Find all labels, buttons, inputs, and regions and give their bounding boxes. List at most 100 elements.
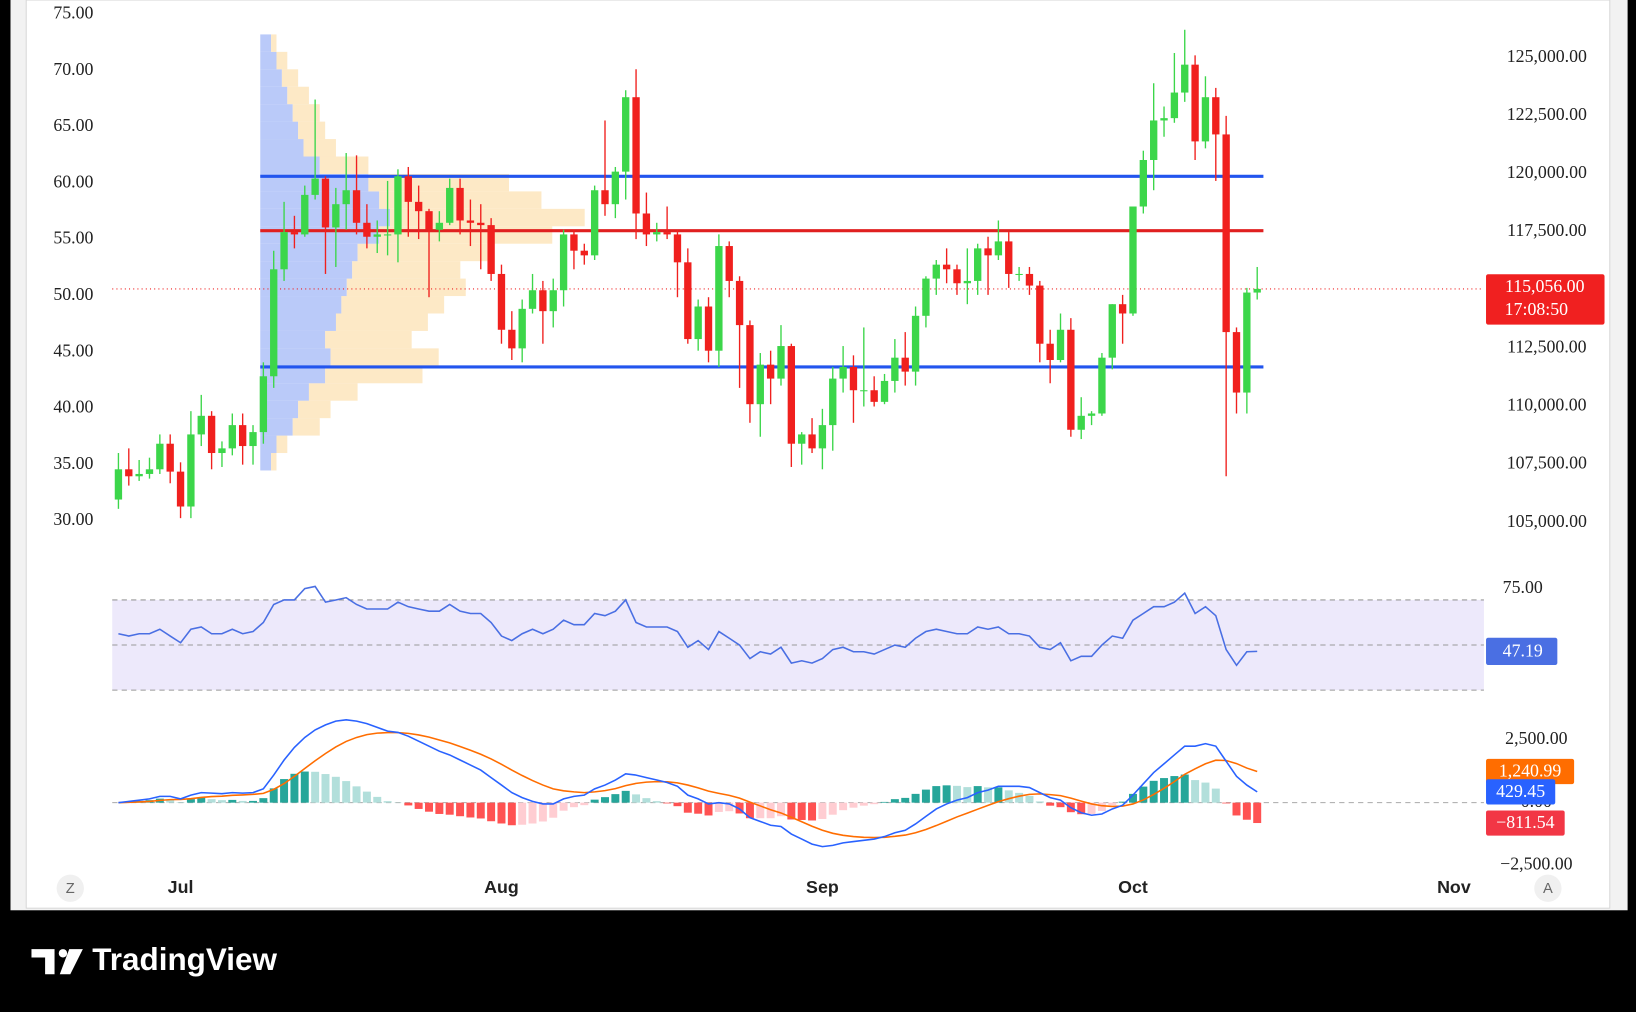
candle-body	[352, 190, 361, 223]
candle-body	[622, 97, 630, 172]
macd-histogram-bar	[777, 802, 785, 817]
candle-body	[414, 201, 423, 212]
profile-down	[276, 51, 288, 70]
macd-histogram-bar	[549, 802, 558, 818]
macd-histogram-bar	[704, 802, 713, 816]
profile-down	[330, 348, 439, 366]
macd-histogram-bar	[580, 802, 589, 806]
macd-histogram-bar	[1108, 802, 1117, 806]
candle-body	[332, 204, 340, 228]
profile-down	[287, 86, 309, 105]
macd-histogram-bar	[849, 802, 858, 808]
signal-value-label: 1,240.99	[1499, 761, 1561, 781]
candle-body	[601, 190, 609, 205]
x-tick-label: Nov	[1437, 877, 1471, 897]
candle-body	[932, 264, 940, 279]
y-tick-label: 125,000.00	[1507, 46, 1587, 66]
macd-histogram-bar	[808, 802, 817, 821]
brand-logo	[31, 949, 83, 975]
candle-body	[394, 176, 402, 235]
macd-histogram-bar	[166, 799, 175, 803]
macd-histogram-bar	[694, 802, 703, 814]
macd-histogram-bar	[932, 786, 941, 803]
macd-histogram-bar	[300, 771, 309, 803]
macd-histogram-bar	[1087, 802, 1096, 814]
profile-up	[260, 313, 336, 331]
profile-down	[319, 156, 369, 174]
candle-body	[839, 366, 847, 379]
profile-down	[298, 400, 331, 419]
profile-down	[352, 261, 461, 279]
candle-body	[383, 234, 392, 236]
left-tick-label: 55.00	[53, 228, 93, 248]
macd-histogram-bar	[601, 797, 609, 803]
macd-histogram-bar	[362, 791, 371, 803]
candle-body	[756, 364, 764, 405]
candle-body	[1056, 329, 1065, 360]
rsi-value-label: 47.19	[1503, 641, 1543, 661]
candle-body	[829, 378, 837, 426]
candle-body	[1170, 92, 1179, 119]
macd-histogram-bar	[456, 802, 465, 817]
macd-histogram-bar	[642, 798, 651, 803]
left-tick-label: 70.00	[53, 59, 93, 79]
candle-body	[156, 443, 164, 470]
candle-body	[145, 469, 154, 474]
macd-histogram-bar	[383, 801, 392, 803]
candle-body	[456, 187, 464, 221]
macd-histogram-bar	[994, 787, 1003, 803]
candle-body	[207, 415, 216, 454]
candle-body	[798, 434, 806, 444]
macd-histogram-bar	[973, 786, 982, 803]
histogram-value-box	[1486, 810, 1565, 836]
candle-body	[704, 306, 713, 351]
macd-histogram-bar	[1201, 782, 1210, 803]
macd-histogram-bar	[207, 799, 216, 803]
candle-body	[280, 232, 288, 270]
candle-body	[766, 364, 775, 379]
macd-histogram-bar	[435, 802, 444, 814]
scale-button-label[interactable]: Z	[66, 881, 75, 897]
profile-up	[260, 104, 293, 122]
auto-button[interactable]	[1534, 874, 1562, 902]
candle-body	[1212, 97, 1220, 135]
macd-histogram-bar	[197, 797, 206, 803]
candle-body	[922, 278, 930, 316]
macd-histogram-bar	[217, 800, 226, 803]
macd-histogram-bar	[1035, 801, 1044, 803]
profile-up	[260, 348, 331, 366]
profile-up	[260, 435, 277, 454]
candle-body	[694, 306, 702, 340]
macd-histogram-bar	[331, 776, 340, 803]
macd-histogram-bar	[559, 802, 568, 811]
profile-down	[341, 296, 445, 314]
candle-body	[974, 248, 982, 281]
macd-histogram-bar	[1046, 802, 1055, 806]
candle-body	[746, 325, 754, 405]
profile-down	[335, 313, 428, 331]
macd-histogram-bar	[518, 802, 527, 825]
candle-body	[611, 171, 620, 205]
macd-line	[118, 719, 1258, 848]
macd-histogram-bar	[1118, 801, 1127, 803]
candle-body	[570, 234, 578, 251]
macd-histogram-bar	[901, 797, 910, 803]
macd-tick-label: 2,500.00	[1505, 728, 1567, 748]
candle-body	[1129, 206, 1137, 314]
macd-histogram-bar	[425, 802, 433, 812]
candle-body	[508, 329, 516, 349]
brand-name: TradingView	[92, 942, 277, 977]
auto-button-label[interactable]: A	[1543, 881, 1553, 897]
candle-body	[1077, 415, 1085, 430]
profile-down	[298, 121, 326, 140]
macd-histogram-bar	[1191, 780, 1200, 803]
candle-body	[1181, 64, 1189, 93]
macd-histogram-bar	[269, 788, 278, 803]
profile-down	[325, 365, 423, 384]
profile-up	[260, 139, 304, 157]
candle-body	[249, 432, 257, 447]
scale-button[interactable]	[56, 874, 84, 902]
candle-body	[228, 425, 236, 449]
candle-body	[1108, 304, 1116, 358]
candle-body	[270, 269, 278, 377]
